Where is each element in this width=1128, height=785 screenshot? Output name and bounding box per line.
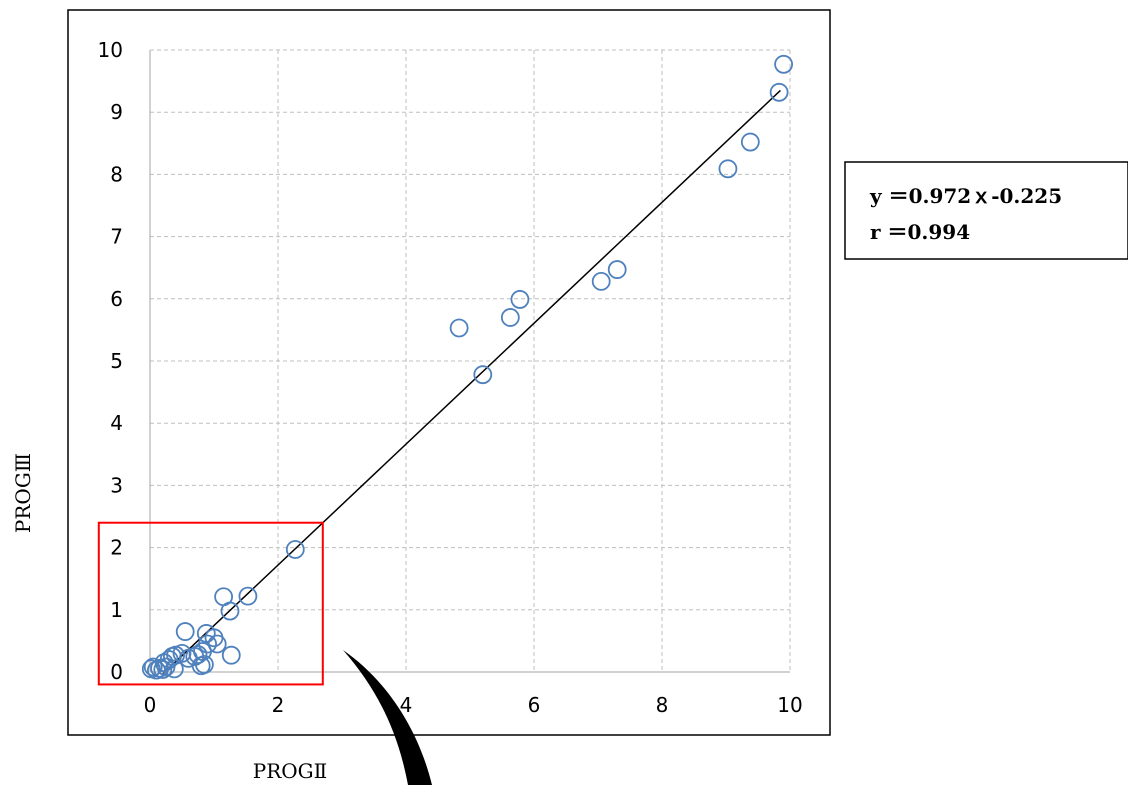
y-tick-label-2: 2 xyxy=(110,536,123,560)
data-point-32 xyxy=(591,271,611,291)
y-tick-label-10: 10 xyxy=(98,38,123,62)
y-tick-label-6: 6 xyxy=(110,287,123,311)
data-point-25 xyxy=(221,645,241,665)
scatter-points xyxy=(141,54,793,680)
y-tick-labels: 0 1 2 3 4 5 6 7 8 9 10 xyxy=(98,38,123,684)
y-tick-label-7: 7 xyxy=(110,225,123,249)
regression-equation: y ＝0.972ｘ-0.225 xyxy=(869,184,1062,208)
data-point-20 xyxy=(198,634,218,654)
y-tick-label-8: 8 xyxy=(110,162,123,186)
x-tick-label-0: 0 xyxy=(144,693,157,717)
data-point-33 xyxy=(607,260,627,279)
highlight-group xyxy=(97,521,324,686)
data-point-36 xyxy=(769,82,789,102)
data-point-28 xyxy=(449,318,469,338)
data-point-31 xyxy=(510,290,530,309)
grid xyxy=(150,49,791,672)
data-point-11 xyxy=(172,643,192,663)
data-point-37 xyxy=(774,54,793,74)
data-point-30 xyxy=(500,308,520,327)
x-tick-label-2: 4 xyxy=(400,693,413,717)
data-point-29 xyxy=(473,365,493,385)
callout-pointer xyxy=(343,650,432,785)
regression-line xyxy=(162,89,781,675)
y-tick-label-9: 9 xyxy=(110,100,123,124)
data-point-24 xyxy=(220,601,240,621)
highlight-box xyxy=(97,521,324,686)
y-tick-label-0: 0 xyxy=(110,660,123,684)
plot-area-border xyxy=(149,50,790,673)
regression-line-group xyxy=(162,89,781,675)
data-point-4 xyxy=(153,660,173,679)
equation-box xyxy=(844,161,1128,260)
y-tick-label-4: 4 xyxy=(110,411,123,435)
data-point-34 xyxy=(718,159,738,179)
x-tick-label-4: 8 xyxy=(656,693,669,717)
data-point-26 xyxy=(238,586,258,606)
data-point-27 xyxy=(285,540,305,559)
data-point-35 xyxy=(740,132,760,152)
data-point-18 xyxy=(194,655,214,674)
y-axis-title: PROGⅢ xyxy=(11,453,35,533)
x-tick-label-1: 2 xyxy=(272,693,285,717)
y-tick-label-1: 1 xyxy=(110,598,123,622)
data-point-15 xyxy=(188,645,208,664)
data-point-12 xyxy=(175,622,195,641)
correlation-coefficient: r ＝0.994 xyxy=(870,220,970,244)
x-tick-label-3: 6 xyxy=(528,693,541,717)
data-point-22 xyxy=(207,634,227,654)
x-axis-title: PROGⅡ xyxy=(253,759,327,783)
y-tick-label-3: 3 xyxy=(110,473,123,497)
x-tick-label-5: 10 xyxy=(777,693,802,717)
chart-frame xyxy=(67,9,831,736)
data-point-9 xyxy=(164,659,184,679)
y-tick-label-5: 5 xyxy=(110,349,123,373)
x-tick-labels: 0 2 4 6 8 10 xyxy=(144,693,803,717)
data-point-1 xyxy=(143,657,163,677)
